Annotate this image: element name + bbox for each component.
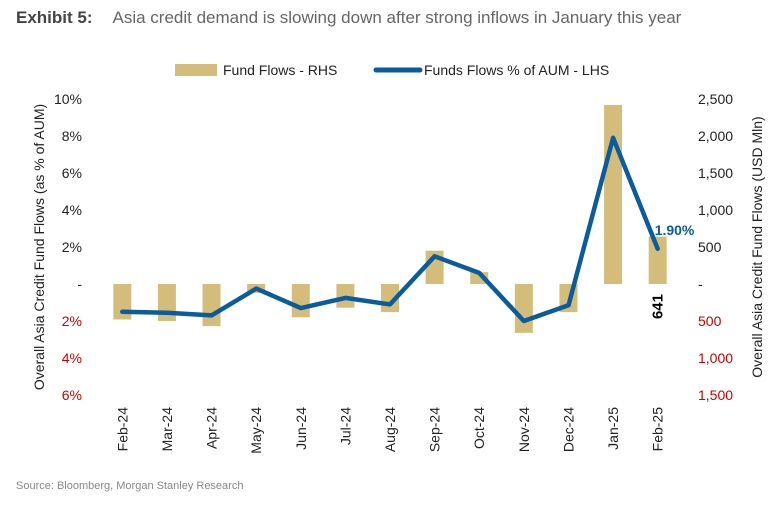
x-tick-label: Jun-24 (293, 407, 309, 450)
x-tick-label: Apr-24 (204, 407, 220, 449)
bar-data-label: 641 (650, 294, 667, 319)
exhibit-number: Exhibit 5: (16, 8, 93, 27)
legend-bar-label: Fund Flows - RHS (223, 62, 337, 78)
right-axis-title: Overall Asia Credit Fund Flows (USD Mln) (749, 116, 765, 377)
left-axis-title: Overall Asia Credit Fund Flows (as % of … (31, 104, 47, 390)
x-tick-label: Nov-24 (516, 407, 532, 452)
left-tick-label: 4% (62, 202, 82, 218)
exhibit-header: Exhibit 5: Asia credit demand is slowing … (16, 8, 681, 28)
x-tick-label: Feb-25 (650, 407, 666, 452)
line-data-label: 1.90% (655, 222, 695, 238)
right-tick-label: 1,000 (698, 202, 733, 218)
x-tick-label: Dec-24 (560, 407, 576, 452)
x-tick-label: Oct-24 (471, 407, 487, 449)
right-tick-label: 1,500 (698, 165, 733, 181)
bar-mar-24 (157, 284, 176, 321)
legend-line-label: Funds Flows % of AUM - LHS (424, 62, 609, 78)
x-tick-label: Jan-25 (605, 407, 621, 450)
right-tick-label: 1,500 (698, 387, 733, 403)
x-tick-label: Jul-24 (337, 407, 353, 445)
bar-oct-24 (470, 272, 489, 284)
chart-title: Asia credit demand is slowing down after… (112, 8, 682, 27)
left-tick-label: 10% (54, 91, 82, 107)
source-note: Source: Bloomberg, Morgan Stanley Resear… (16, 480, 244, 492)
left-tick-label: 4% (62, 350, 82, 366)
x-tick-label: Sep-24 (427, 407, 443, 452)
x-tick-label: May-24 (248, 407, 264, 454)
right-tick-label: 2,000 (698, 128, 733, 144)
right-tick-label: 2,500 (698, 91, 733, 107)
left-tick-label: 6% (62, 387, 82, 403)
x-tick-label: Feb-24 (114, 407, 130, 452)
bar-feb-25 (648, 236, 667, 284)
left-tick-label: - (77, 276, 82, 292)
left-tick-label: 2% (62, 313, 82, 329)
right-tick-label: 500 (698, 239, 722, 255)
right-tick-label: 500 (698, 313, 722, 329)
bar-apr-24 (202, 284, 221, 327)
right-tick-label: - (698, 276, 703, 292)
bar-nov-24 (514, 284, 533, 333)
bar-feb-24 (113, 284, 132, 320)
left-tick-label: 2% (62, 239, 82, 255)
right-tick-label: 1,000 (698, 350, 733, 366)
x-tick-label: Mar-24 (159, 407, 175, 452)
legend-bar-swatch (175, 64, 217, 76)
left-tick-label: 8% (62, 128, 82, 144)
line-series (120, 135, 660, 324)
x-tick-label: Aug-24 (382, 407, 398, 452)
left-tick-label: 6% (62, 165, 82, 181)
bar-jun-24 (291, 284, 310, 318)
bar-jan-25 (604, 104, 623, 284)
